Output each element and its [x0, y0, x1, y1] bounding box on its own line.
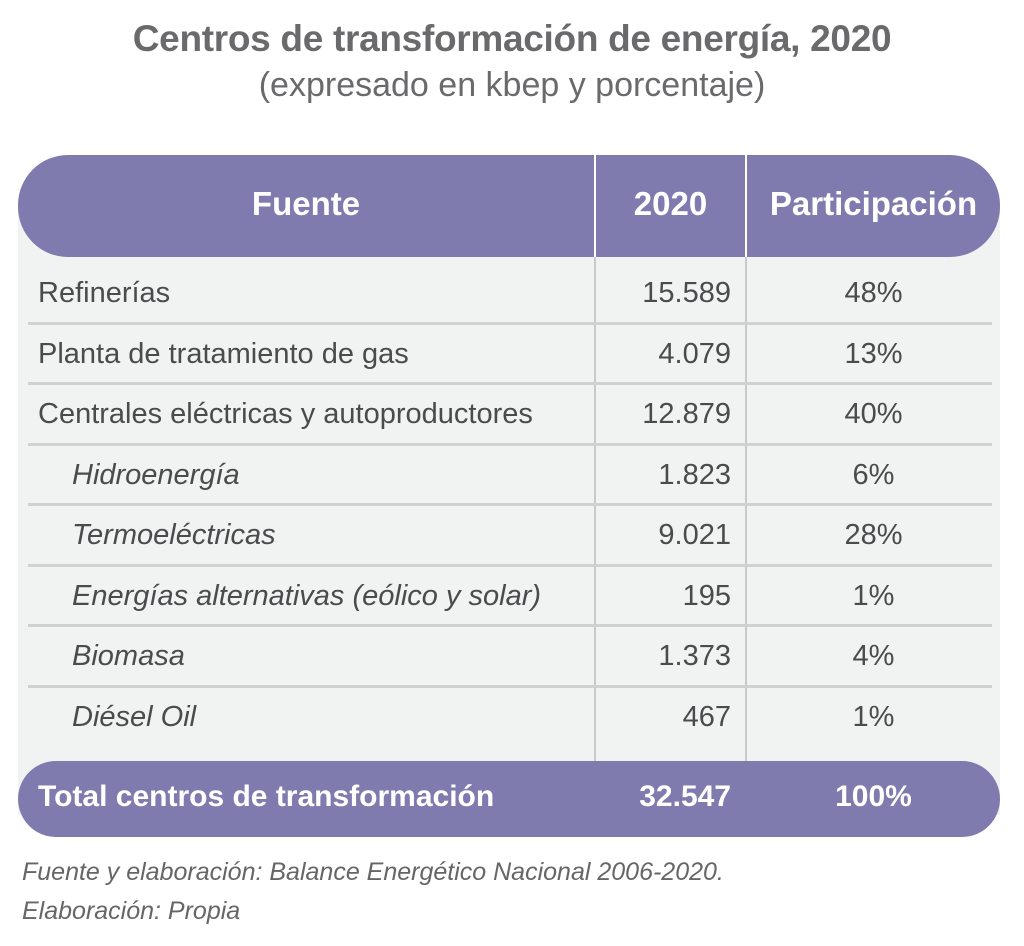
- table-row: Termoeléctricas 9.021 28%: [18, 505, 1000, 565]
- header-participacion: Participación: [769, 185, 978, 222]
- cell-participacion: 48%: [844, 277, 903, 309]
- column-divider: [594, 257, 596, 763]
- total-row: Total centros de transformación 32.547 1…: [18, 761, 1000, 837]
- cell-fuente: Termoeléctricas: [72, 519, 276, 551]
- cell-valor: 467: [682, 700, 731, 733]
- cell-valor: 15.589: [642, 277, 731, 309]
- cell-valor: 4.079: [658, 337, 731, 370]
- table-row: Hidroenergía 1.823 6%: [18, 445, 1000, 505]
- row-divider: [28, 321, 992, 325]
- cell-participacion: 4%: [852, 640, 895, 672]
- page-subtitle: (expresado en kbep y porcentaje): [258, 66, 766, 104]
- elaboration-note: Elaboración: Propia: [22, 897, 241, 925]
- cell-fuente: Biomasa: [72, 640, 185, 672]
- cell-valor: 9.021: [658, 519, 731, 551]
- table-row: Energías alternativas (eólico y solar) 19…: [18, 566, 1000, 626]
- row-divider: [28, 442, 992, 446]
- cell-valor: 1.373: [658, 640, 731, 672]
- data-table: Fuente 2020 Participación Refinerías 15.5…: [18, 155, 1000, 837]
- cell-participacion: 1%: [852, 700, 895, 733]
- cell-participacion: 1%: [852, 579, 895, 612]
- header-divider: [745, 155, 747, 257]
- header-divider: [594, 155, 596, 257]
- cell-fuente: Hidroenergía: [72, 458, 240, 491]
- cell-fuente: Refinerías: [38, 277, 171, 309]
- cell-fuente: Centrales eléctricas y autoproductores: [38, 398, 533, 430]
- column-divider: [745, 257, 747, 763]
- cell-fuente: Planta de tratamiento de gas: [38, 337, 409, 370]
- row-divider: [28, 382, 992, 385]
- page-title: Centros de transformación de energía, 20…: [132, 18, 892, 59]
- total-share: 100%: [835, 780, 912, 813]
- row-divider: [28, 563, 992, 567]
- row-divider: [28, 684, 992, 688]
- cell-fuente: Diésel Oil: [72, 700, 197, 733]
- table-body-background: [18, 205, 1000, 815]
- table-row: Diésel Oil 467 1%: [18, 687, 1000, 747]
- table-row: Planta de tratamiento de gas 4.079 13%: [18, 324, 1000, 384]
- cell-participacion: 13%: [844, 337, 903, 370]
- source-note: Fuente y elaboración: Balance Energético…: [22, 858, 724, 886]
- cell-valor: 1.823: [658, 458, 731, 491]
- header-2020: 2020: [633, 185, 708, 222]
- cell-participacion: 28%: [844, 519, 903, 551]
- cell-valor: 12.879: [642, 398, 731, 430]
- table-row: Refinerías 15.589 48%: [18, 263, 1000, 323]
- row-divider: [28, 624, 992, 627]
- cell-participacion: 6%: [852, 458, 895, 491]
- cell-participacion: 40%: [844, 398, 903, 430]
- total-label: Total centros de transformación: [38, 780, 495, 813]
- header-fuente: Fuente: [251, 185, 361, 222]
- total-value: 32.547: [639, 780, 731, 813]
- cell-valor: 195: [682, 579, 731, 612]
- table-row: Centrales eléctricas y autoproductores 12…: [18, 384, 1000, 444]
- row-divider: [28, 503, 992, 506]
- table-header: Fuente 2020 Participación: [18, 155, 1000, 257]
- cell-fuente: Energías alternativas (eólico y solar): [72, 579, 542, 612]
- table-row: Biomasa 1.373 4%: [18, 626, 1000, 686]
